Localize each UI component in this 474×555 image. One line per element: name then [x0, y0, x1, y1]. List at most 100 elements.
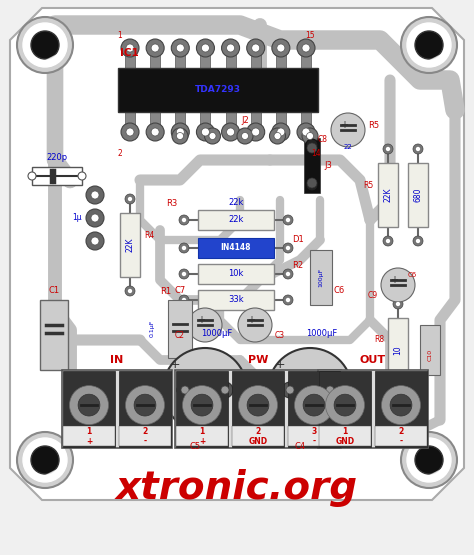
Text: R2: R2 — [292, 261, 303, 270]
Bar — [32, 167, 82, 185]
Circle shape — [121, 123, 139, 141]
Bar — [198, 238, 274, 258]
Circle shape — [270, 128, 285, 144]
Circle shape — [401, 17, 457, 73]
Bar — [375, 371, 427, 447]
Bar — [119, 371, 171, 447]
Text: C10: C10 — [428, 349, 432, 361]
Circle shape — [201, 44, 210, 52]
Circle shape — [395, 393, 401, 398]
Circle shape — [415, 446, 443, 474]
Circle shape — [179, 215, 189, 225]
Text: D1: D1 — [292, 235, 304, 245]
Bar — [150, 48, 160, 68]
Bar — [276, 112, 286, 132]
Circle shape — [182, 218, 186, 223]
Text: 1
+: 1 + — [86, 427, 92, 446]
Circle shape — [221, 123, 239, 141]
Text: R1: R1 — [160, 287, 171, 296]
Bar — [226, 48, 236, 68]
Circle shape — [179, 295, 189, 305]
Circle shape — [181, 386, 189, 394]
Circle shape — [395, 301, 401, 306]
Circle shape — [383, 144, 393, 154]
Polygon shape — [39, 51, 64, 65]
Circle shape — [121, 39, 139, 57]
Text: IC1: IC1 — [120, 48, 139, 58]
Bar — [168, 300, 192, 358]
Circle shape — [28, 172, 36, 180]
Bar — [125, 112, 135, 132]
Bar — [63, 426, 115, 446]
Circle shape — [285, 245, 291, 250]
Circle shape — [86, 186, 104, 204]
Circle shape — [331, 113, 365, 147]
Text: +: + — [390, 275, 398, 285]
Circle shape — [188, 308, 222, 342]
Text: R5: R5 — [368, 120, 379, 129]
Bar — [63, 371, 115, 447]
Text: 15: 15 — [305, 32, 315, 41]
Bar — [201, 48, 210, 68]
Circle shape — [91, 237, 99, 245]
Circle shape — [125, 194, 135, 204]
Bar — [420, 325, 440, 375]
Circle shape — [383, 236, 393, 246]
Bar — [150, 112, 160, 132]
Circle shape — [128, 196, 133, 201]
Circle shape — [217, 382, 233, 398]
Circle shape — [297, 123, 315, 141]
Bar — [176, 426, 228, 446]
Circle shape — [179, 269, 189, 279]
Bar — [276, 48, 286, 68]
Circle shape — [413, 236, 423, 246]
Circle shape — [272, 123, 290, 141]
Bar — [198, 210, 274, 230]
Text: 0.1µF: 0.1µF — [150, 319, 155, 337]
Text: 2: 2 — [118, 149, 122, 159]
Circle shape — [86, 232, 104, 250]
Circle shape — [179, 243, 189, 253]
Text: C9: C9 — [368, 290, 378, 300]
Circle shape — [126, 44, 134, 52]
Circle shape — [204, 128, 220, 144]
Circle shape — [182, 245, 186, 250]
Circle shape — [322, 382, 338, 398]
Text: R3: R3 — [166, 199, 177, 208]
Bar — [375, 426, 427, 446]
Text: R5: R5 — [364, 180, 374, 189]
Circle shape — [413, 144, 423, 154]
Text: OUT: OUT — [360, 355, 386, 365]
Polygon shape — [423, 466, 448, 480]
Circle shape — [283, 243, 293, 253]
Circle shape — [221, 39, 239, 57]
Text: 22k: 22k — [228, 198, 244, 207]
Circle shape — [171, 39, 189, 57]
Circle shape — [326, 386, 365, 425]
Circle shape — [294, 386, 334, 425]
Bar — [175, 48, 185, 68]
Text: +: + — [197, 315, 205, 325]
Bar — [378, 163, 398, 227]
Bar — [251, 48, 261, 68]
Text: C3: C3 — [275, 330, 285, 340]
Circle shape — [382, 386, 420, 425]
Circle shape — [246, 123, 264, 141]
Bar — [232, 371, 284, 447]
Circle shape — [407, 23, 451, 67]
Circle shape — [334, 394, 356, 416]
Circle shape — [221, 386, 229, 394]
Bar — [318, 370, 428, 448]
Text: 680: 680 — [413, 188, 422, 202]
Text: 1µ: 1µ — [73, 214, 82, 223]
Text: 1000µF: 1000µF — [306, 329, 337, 338]
Text: 10: 10 — [393, 345, 402, 355]
Circle shape — [238, 386, 277, 425]
Circle shape — [247, 394, 269, 416]
Circle shape — [146, 123, 164, 141]
Text: C6: C6 — [334, 286, 345, 295]
Text: 1
GND: 1 GND — [336, 427, 355, 446]
Text: 2
-: 2 - — [398, 427, 404, 446]
Circle shape — [182, 271, 186, 276]
Bar — [175, 112, 185, 132]
